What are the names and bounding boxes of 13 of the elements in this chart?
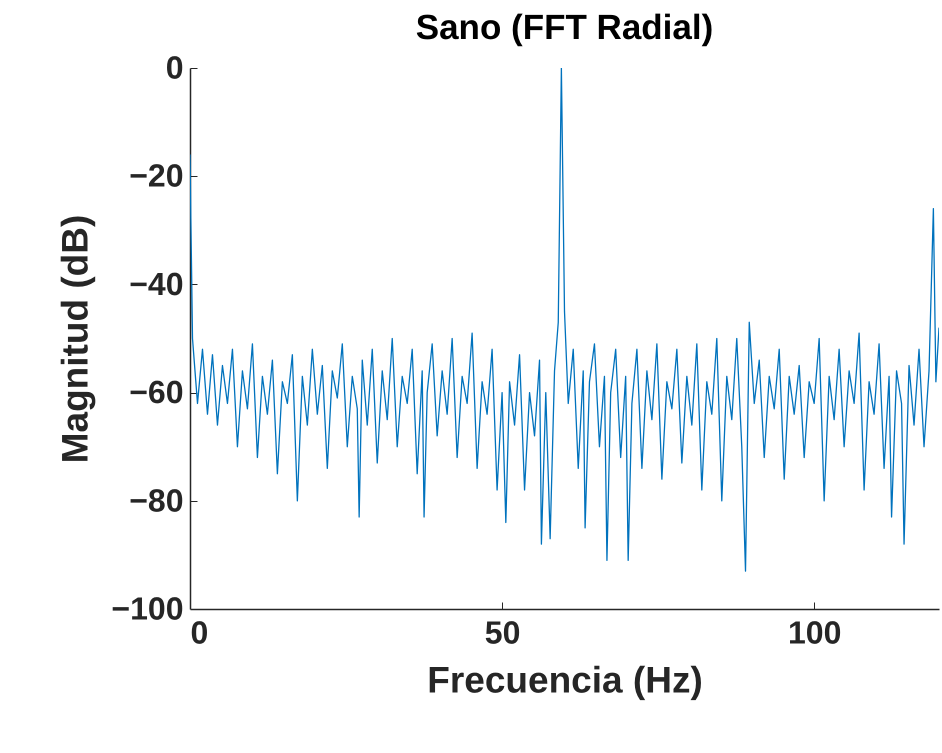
- y-tick-label: −60: [129, 374, 184, 410]
- y-tick-label: −100: [111, 590, 184, 626]
- y-tick-label: −80: [129, 482, 184, 518]
- x-tick-label: 0: [190, 614, 208, 650]
- y-tick-label: −40: [129, 266, 184, 302]
- x-tick-label: 100: [788, 614, 842, 650]
- line-series: [190, 68, 939, 572]
- chart-title: Sano (FFT Radial): [416, 8, 714, 47]
- x-axis-title: Frecuencia (Hz): [427, 660, 703, 700]
- x-tick-label: 50: [484, 614, 520, 650]
- y-tick-label: 0: [166, 50, 184, 86]
- y-axis-title: Magnitud (dB): [54, 214, 96, 464]
- y-tick-label: −20: [129, 158, 184, 194]
